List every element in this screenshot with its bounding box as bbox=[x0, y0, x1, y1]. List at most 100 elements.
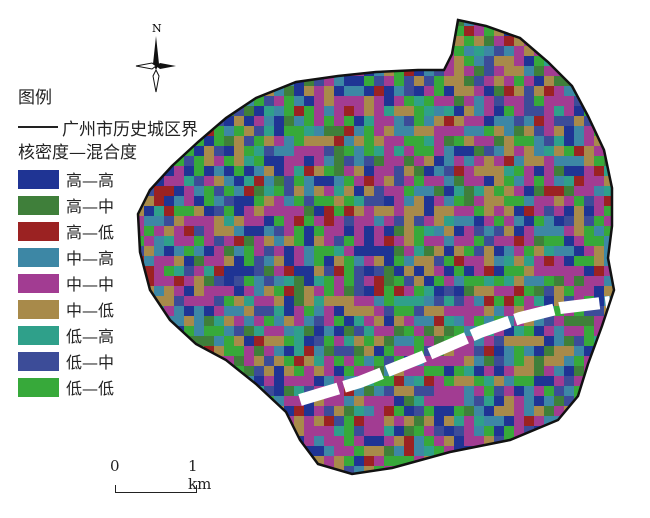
grid-cell bbox=[384, 176, 394, 186]
grid-cell bbox=[254, 356, 264, 366]
grid-cell bbox=[534, 256, 544, 266]
legend-item: 高—低 bbox=[18, 218, 198, 244]
grid-cell bbox=[404, 476, 414, 486]
grid-cell bbox=[404, 246, 414, 256]
grid-cell bbox=[394, 456, 404, 466]
grid-cell bbox=[294, 216, 304, 226]
grid-cell bbox=[354, 20, 364, 26]
grid-cell bbox=[504, 296, 514, 306]
grid-cell bbox=[304, 46, 314, 56]
grid-cell bbox=[404, 96, 414, 106]
grid-cell bbox=[504, 106, 514, 116]
grid-cell bbox=[324, 146, 334, 156]
grid-cell bbox=[404, 306, 414, 316]
grid-cell bbox=[244, 106, 254, 116]
grid-cell bbox=[414, 246, 424, 256]
grid-cell bbox=[224, 396, 234, 406]
grid-cell bbox=[264, 20, 274, 26]
grid-cell bbox=[564, 216, 574, 226]
grid-cell bbox=[194, 266, 204, 276]
grid-cell bbox=[284, 26, 294, 36]
grid-cell bbox=[434, 326, 444, 336]
grid-cell bbox=[464, 386, 474, 396]
grid-cell bbox=[574, 176, 584, 186]
grid-cell bbox=[554, 26, 564, 36]
grid-cell bbox=[424, 116, 434, 126]
grid-cell bbox=[204, 406, 214, 416]
grid-cell bbox=[424, 106, 434, 116]
grid-cell bbox=[614, 206, 624, 216]
grid-cell bbox=[154, 446, 164, 456]
grid-cell bbox=[264, 26, 274, 36]
grid-cell bbox=[504, 56, 514, 66]
grid-cell bbox=[504, 186, 514, 196]
grid-cell bbox=[374, 456, 384, 466]
grid-cell bbox=[394, 276, 404, 286]
grid-cell bbox=[564, 316, 574, 326]
grid-cell bbox=[354, 226, 364, 236]
grid-cell bbox=[194, 216, 204, 226]
grid-cell bbox=[544, 376, 554, 386]
grid-cell bbox=[544, 146, 554, 156]
grid-cell bbox=[544, 326, 554, 336]
grid-cell bbox=[304, 286, 314, 296]
grid-cell bbox=[314, 476, 324, 486]
grid-cell bbox=[494, 386, 504, 396]
grid-cell bbox=[574, 356, 584, 366]
grid-cell bbox=[464, 296, 474, 306]
grid-cell bbox=[224, 76, 234, 86]
grid-cell bbox=[138, 406, 144, 416]
grid-cell bbox=[554, 396, 564, 406]
grid-cell bbox=[554, 56, 564, 66]
grid-cell bbox=[364, 236, 374, 246]
grid-cell bbox=[254, 436, 264, 446]
grid-cell bbox=[394, 386, 404, 396]
grid-cell bbox=[524, 156, 534, 166]
grid-cell bbox=[394, 96, 404, 106]
grid-cell bbox=[394, 216, 404, 226]
grid-cell bbox=[234, 26, 244, 36]
grid-cell bbox=[314, 316, 324, 326]
grid-cell bbox=[394, 206, 404, 216]
grid-cell bbox=[324, 336, 334, 346]
grid-cell bbox=[564, 386, 574, 396]
grid-cell bbox=[514, 466, 524, 474]
grid-cell bbox=[504, 356, 514, 366]
grid-cell bbox=[584, 236, 594, 246]
grid-cell bbox=[324, 266, 334, 276]
grid-cell bbox=[574, 156, 584, 166]
grid-cell bbox=[254, 20, 264, 26]
grid-cell bbox=[604, 136, 614, 146]
grid-cell bbox=[284, 206, 294, 216]
grid-cell bbox=[214, 216, 224, 226]
grid-cell bbox=[514, 116, 524, 126]
grid-cell bbox=[274, 46, 284, 56]
grid-cell bbox=[264, 96, 274, 106]
grid-cell bbox=[304, 466, 314, 474]
grid-cell bbox=[324, 166, 334, 176]
grid-cell bbox=[374, 36, 384, 46]
grid-cell bbox=[464, 316, 474, 326]
grid-cell bbox=[174, 266, 184, 276]
grid-cell bbox=[204, 20, 214, 26]
grid-cell bbox=[574, 266, 584, 276]
grid-cell bbox=[524, 226, 534, 236]
grid-cell bbox=[274, 136, 284, 146]
grid-cell bbox=[254, 46, 264, 56]
grid-cell bbox=[444, 96, 454, 106]
grid-cell bbox=[584, 376, 594, 386]
grid-cell bbox=[614, 366, 624, 376]
grid-cell bbox=[154, 256, 164, 266]
grid-cell bbox=[384, 156, 394, 166]
grid-cell bbox=[464, 396, 474, 406]
grid-cell bbox=[614, 86, 624, 96]
grid-cell bbox=[464, 56, 474, 66]
grid-cell bbox=[554, 266, 564, 276]
grid-cell bbox=[524, 196, 534, 206]
grid-cell bbox=[154, 236, 164, 246]
grid-cell bbox=[424, 426, 434, 436]
grid-cell bbox=[234, 206, 244, 216]
grid-cell bbox=[444, 356, 454, 366]
grid-cell bbox=[524, 46, 534, 56]
